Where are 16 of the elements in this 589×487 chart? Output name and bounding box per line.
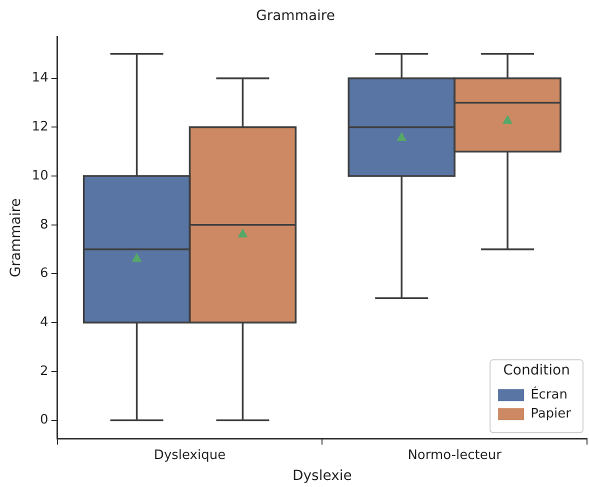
chart-title: Grammaire <box>256 8 335 24</box>
y-tick-label: 8 <box>40 217 48 232</box>
legend-label: Écran <box>530 385 568 402</box>
legend-title: Condition <box>503 362 570 378</box>
y-tick-label: 4 <box>40 314 48 330</box>
x-axis-title: Dyslexie <box>292 468 352 484</box>
y-axis-title: Grammaire <box>8 198 24 278</box>
x-tick-label: Dyslexique <box>154 448 226 463</box>
x-tick-label: Normo-lecteur <box>408 448 502 463</box>
y-tick-label: 14 <box>32 70 48 86</box>
legend-label: Papier <box>530 406 572 422</box>
y-tick-label: 12 <box>32 120 48 135</box>
y-tick-label: 6 <box>40 266 48 282</box>
y-tick-label: 2 <box>40 364 48 379</box>
y-tick-label: 0 <box>40 412 48 428</box>
y-tick-label: 10 <box>32 168 48 184</box>
